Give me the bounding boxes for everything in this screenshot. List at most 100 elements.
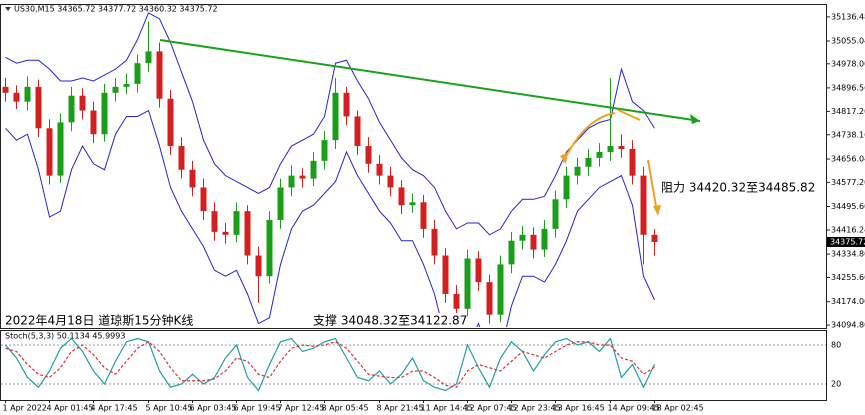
candle-body (112, 86, 119, 93)
y-tick-label: 34896.56 (831, 83, 865, 92)
candle-body (651, 234, 658, 242)
orange-arrow-head (560, 152, 568, 164)
candle-body (178, 146, 185, 170)
y-tick-label: 34738.16 (831, 130, 865, 139)
label-bg (310, 313, 460, 328)
candle-body (134, 63, 141, 84)
candle-body (2, 86, 9, 93)
y-tick-label: 34094.80 (831, 321, 865, 330)
x-tick-label: 14 Apr 09:45 (608, 404, 660, 413)
candle-body (266, 220, 273, 277)
candle-body (24, 86, 31, 102)
chart-caption: 2022年4月18日 道琼斯15分钟K线 (5, 313, 193, 328)
y-tick-label: 34255.60 (831, 273, 865, 282)
candle-body (222, 231, 229, 235)
x-tick-label: 13 Apr 16:45 (553, 404, 605, 413)
candle-body (68, 95, 75, 123)
candle-body (299, 175, 306, 179)
y-tick-label: 34334.80 (831, 250, 865, 259)
candle-body (640, 175, 647, 235)
x-tick-label: 8 Apr 05:45 (322, 404, 369, 413)
y-tick-label: 34416.24 (831, 226, 865, 235)
y-tick-label: 34174.00 (831, 297, 865, 306)
candle-body (244, 211, 251, 256)
trend-arrow (690, 114, 700, 124)
candle-body (277, 187, 284, 221)
x-tick-label: 4 Apr 17:45 (91, 404, 138, 413)
candle-body (310, 160, 317, 179)
x-tick-label: 7 Apr 12:45 (278, 404, 325, 413)
candle-body (79, 95, 86, 111)
candle-body (552, 199, 559, 229)
price-panel (0, 4, 827, 329)
candle-body (464, 258, 471, 309)
candle-body (189, 169, 196, 188)
candle-body (211, 211, 218, 232)
x-tick-label: 18 Apr 02:45 (652, 404, 704, 413)
candle-body (233, 211, 240, 235)
trend-line (159, 39, 701, 122)
x-tick-label: 6 Apr 19:45 (234, 404, 281, 413)
candle-body (343, 92, 350, 117)
x-tick-label: 5 Apr 10:45 (146, 404, 193, 413)
candle-body (387, 175, 394, 188)
candle-body (420, 202, 427, 229)
candle-body (585, 157, 592, 167)
candle-body (431, 228, 438, 256)
y-tick-label: 34577.20 (831, 178, 865, 187)
candle-body (541, 228, 548, 250)
candle-body (453, 293, 460, 309)
header: US30,M15 34365.72 34377.72 34360.32 3437… (14, 5, 218, 14)
x-tick-label: 12 Apr 23:45 (509, 404, 561, 413)
candle-body (376, 163, 383, 176)
x-tick-label: 12 Apr 07:45 (465, 404, 517, 413)
candle-body (409, 202, 416, 206)
candle-body (35, 86, 42, 129)
candle-body (629, 149, 636, 176)
bollinger-band (5, 109, 655, 327)
candle-body (596, 151, 603, 158)
x-tick-label: 8 Apr 21:45 (377, 404, 424, 413)
y-tick-label: 34656.04 (831, 155, 865, 164)
candle-body (574, 166, 581, 176)
x-tick-label: 1 Apr 2022 (3, 404, 47, 413)
y-tick-label: 35136.48 (831, 12, 865, 21)
candle-body (123, 83, 130, 87)
stoch-line (5, 337, 656, 392)
label-bg (2, 313, 192, 328)
candle-body (530, 234, 537, 250)
candle-body (486, 282, 493, 315)
candle-body (519, 234, 526, 241)
candle-body (497, 264, 504, 315)
stoch-label: Stoch(5,3,3) 50.1134 45.9993 (5, 332, 125, 341)
candle-body (156, 51, 163, 99)
orange-arrow (647, 159, 658, 213)
x-tick-label: 6 Apr 03:45 (190, 404, 237, 413)
candle-body (145, 51, 152, 64)
candle-body (90, 110, 97, 135)
y-tick-label: 34495.60 (831, 202, 865, 211)
candle-body (365, 146, 372, 164)
candle-body (255, 255, 262, 277)
candle-body (288, 175, 295, 188)
candle-body (607, 146, 614, 152)
plot-area (2, 12, 658, 327)
candle-body (57, 122, 64, 176)
resistance-note: 阻力 34420.32至34485.82 (661, 181, 815, 195)
stoch-line (5, 341, 655, 388)
candle-body (200, 187, 207, 212)
y-tick-label: 34978.00 (831, 59, 865, 68)
price-tag-bg (827, 236, 865, 247)
candle-body (618, 146, 625, 150)
candle-body (46, 128, 53, 176)
bollinger-band (5, 12, 655, 236)
stoch-panel (0, 330, 827, 401)
y-tick-label: 35055.04 (831, 37, 865, 46)
candle-body (398, 187, 405, 206)
candle-body (167, 98, 174, 147)
orange-arrow (617, 109, 641, 121)
x-tick-label: 11 Apr 14:45 (421, 404, 473, 413)
support-note: 支撑 34048.32至34122.87 (313, 313, 467, 328)
